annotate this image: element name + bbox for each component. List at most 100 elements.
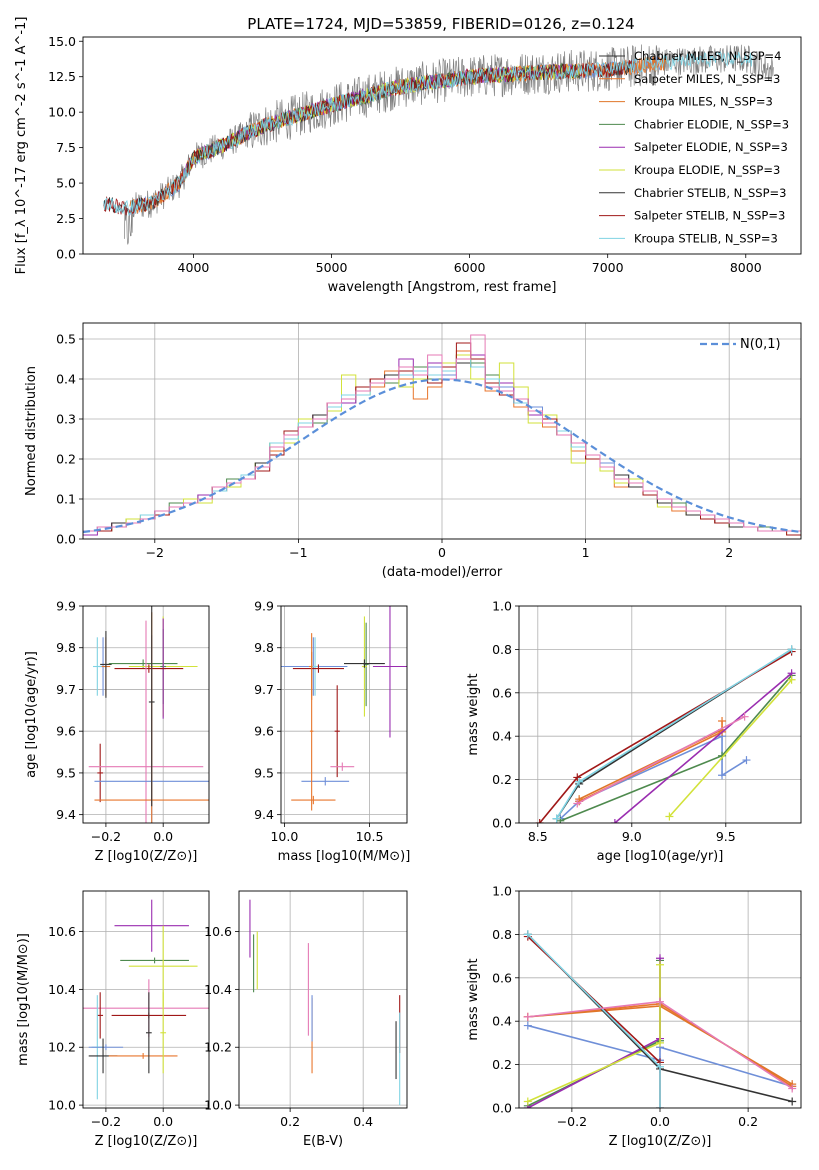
age_vs_Z-ytick-label: 9.8: [56, 640, 76, 655]
weight_vs_age-marker: [575, 777, 584, 786]
weight_vs_Z-series-salpeter_elodie: [527, 958, 661, 1108]
weight_vs_Z-ytick-label: 0.6: [492, 970, 512, 985]
mass_vs_EBV-ytick-label: 10.6: [204, 924, 232, 939]
weight_vs_Z-plot-area: [519, 891, 801, 1108]
weight_vs_age-marker: [573, 773, 582, 782]
normal-curve: [83, 378, 801, 534]
residuals-xtick-label: −2: [146, 545, 164, 560]
mass_vs_EBV-ytick-label: 10.2: [204, 1040, 232, 1055]
spectrum-model-kroupa_stelib: [103, 51, 753, 217]
weight_vs_age-marker: [610, 819, 619, 823]
spectrum-model-salpeter_stelib: [103, 60, 636, 216]
spectrum-plot-area: [103, 44, 774, 245]
spectrum-frame: [82, 36, 802, 255]
spectrum-legend-label: Kroupa STELIB, N_SSP=3: [634, 231, 778, 245]
age_vs_Z-ytick-label: 9.7: [56, 682, 76, 697]
mass_vs_Z-xlabel: Z [log10(Z/Z⊙)]: [95, 1134, 198, 1149]
weight_vs_age-ylabel: mass weight: [466, 673, 481, 755]
mass_vs_Z-xtick-label: 0.0: [153, 1114, 173, 1129]
weight_vs_Z-series-chabrier_elodie: [527, 960, 661, 1107]
spectrum-ytick-label: 5.0: [56, 176, 76, 191]
residual-histogram-pink: [83, 334, 801, 539]
mass_vs_Z-ylabel: mass [log10(M/M⊙)]: [16, 933, 31, 1066]
weight_vs_age-marker: [718, 771, 727, 780]
weight_vs_age-ytick-label: 0.8: [492, 642, 512, 657]
residuals-plot-area: [83, 323, 801, 539]
weight_vs_Z-marker: [523, 1021, 532, 1030]
weight_vs_Z-xtick-label: 0.0: [650, 1114, 670, 1129]
weight_vs_age-marker: [787, 675, 796, 684]
weight_vs_age-marker: [740, 712, 749, 721]
age_vs_Z-ytick-label: 9.6: [56, 724, 76, 739]
spectrum-legend-label: Chabrier STELIB, N_SSP=3: [634, 186, 786, 200]
weight_vs_Z-xtick-label: −0.2: [557, 1114, 587, 1129]
spectrum-legend-label: Salpeter STELIB, N_SSP=3: [634, 209, 785, 223]
spectrum-xtick-label: 8000: [730, 260, 762, 275]
age_vs_mass-xtick-label: 10.5: [356, 829, 384, 844]
weight_vs_age-marker: [535, 819, 544, 823]
age_vs_mass-xlabel: mass [log10(M/M⊙)]: [278, 849, 411, 864]
weight_vs_Z-marker: [523, 1012, 532, 1021]
weight_vs_age-series-kroupa_elodie: [668, 679, 793, 818]
weight_vs_Z-marker: [656, 1062, 664, 1071]
weight_vs_Z-series-kroupa_elodie: [527, 964, 661, 1103]
residuals-ytick-label: 0.2: [56, 452, 76, 467]
spectrum-xtick-label: 4000: [178, 260, 210, 275]
weight_vs_age-frame: [518, 605, 802, 824]
mass_vs_Z-plot-area: [83, 891, 209, 1108]
spectrum-legend-label: Chabrier ELODIE, N_SSP=3: [634, 117, 789, 131]
weight_vs_Z-ylabel: mass weight: [466, 958, 481, 1040]
residuals-ylabel: Normed distribution: [24, 366, 39, 496]
residuals-xtick-label: 1: [582, 545, 590, 560]
weight_vs_age-marker: [573, 799, 582, 808]
spectrum-xtick-label: 7000: [592, 260, 624, 275]
mass_vs_Z-xtick-label: −0.2: [91, 1114, 121, 1129]
weight_vs_Z-marker: [656, 1104, 664, 1108]
spectrum-legend-label: Salpeter MILES, N_SSP=3: [634, 72, 780, 86]
age_vs_Z-frame: [82, 605, 210, 824]
weight_vs_age-ytick-label: 0.2: [492, 772, 512, 787]
weight_vs_Z-ytick-label: 0.2: [492, 1057, 512, 1072]
weight_vs_age-marker: [665, 812, 674, 821]
weight_vs_age-marker: [742, 756, 751, 765]
age_vs_mass-ytick-label: 9.6: [254, 724, 274, 739]
weight_vs_age-marker: [552, 814, 561, 823]
age_vs_mass-ytick-label: 9.4: [254, 807, 274, 822]
age_vs_Z-ytick-label: 9.9: [56, 599, 76, 614]
mass_vs_Z-ytick-label: 10.4: [48, 982, 76, 997]
residuals-xtick-label: 0: [438, 545, 446, 560]
spectrum-legend-label: Salpeter ELODIE, N_SSP=3: [634, 140, 788, 154]
age_vs_Z-xtick-label: 0.0: [153, 829, 173, 844]
weight_vs_Z-xtick-label: 0.2: [738, 1114, 758, 1129]
spectrum-ytick-label: 2.5: [56, 211, 76, 226]
spectrum-ylabel: Flux [f_λ 10^-17 erg cm^-2 s^-1 A^-1]: [14, 17, 29, 275]
weight_vs_Z-marker: [656, 1038, 664, 1047]
residuals-ytick-label: 0.1: [56, 492, 76, 507]
weight_vs_age-series-salpeter_elodie: [614, 672, 793, 823]
weight_vs_age-marker: [718, 717, 727, 726]
residuals-ytick-label: 0.3: [56, 412, 76, 427]
weight_vs_age-marker: [787, 645, 796, 654]
weight_vs_age-series-salpeter_stelib: [539, 650, 793, 823]
residuals-frame: [82, 322, 802, 540]
age_vs_mass-ytick-label: 9.5: [254, 765, 274, 780]
spectrum-legend-label: Chabrier MILES, N_SSP=4: [634, 49, 781, 63]
spectrum-ytick-label: 7.5: [56, 140, 76, 155]
weight_vs_Z-marker: [656, 997, 664, 1006]
spectrum-xlabel: wavelength [Angstrom, rest frame]: [328, 280, 557, 295]
residuals-ytick-label: 0.0: [56, 532, 76, 547]
spectrum-model-chabrier_stelib: [103, 60, 636, 216]
spectrum-ytick-label: 0.0: [56, 247, 76, 262]
age_vs_Z-ylabel: age [log10(age/yr)]: [24, 651, 39, 778]
weight_vs_age-ytick-label: 1.0: [492, 599, 512, 614]
mass_vs_Z-ytick-label: 10.6: [48, 924, 76, 939]
age_vs_Z-xtick-label: −0.2: [91, 829, 121, 844]
mass_vs_EBV-ytick-label: 10.0: [204, 1098, 232, 1113]
weight_vs_Z-xlabel: Z [log10(Z/Z⊙)]: [609, 1134, 712, 1149]
weight_vs_age-series-chabrier_elodie: [560, 674, 793, 822]
residuals-xtick-label: 2: [725, 545, 733, 560]
age_vs_Z-xlabel: Z [log10(Z/Z⊙)]: [95, 849, 198, 864]
mass_vs_EBV-xtick-label: 0.4: [353, 1114, 373, 1129]
mass_vs_EBV-frame: [238, 890, 408, 1109]
age_vs_mass-xtick-label: 10.0: [270, 829, 298, 844]
